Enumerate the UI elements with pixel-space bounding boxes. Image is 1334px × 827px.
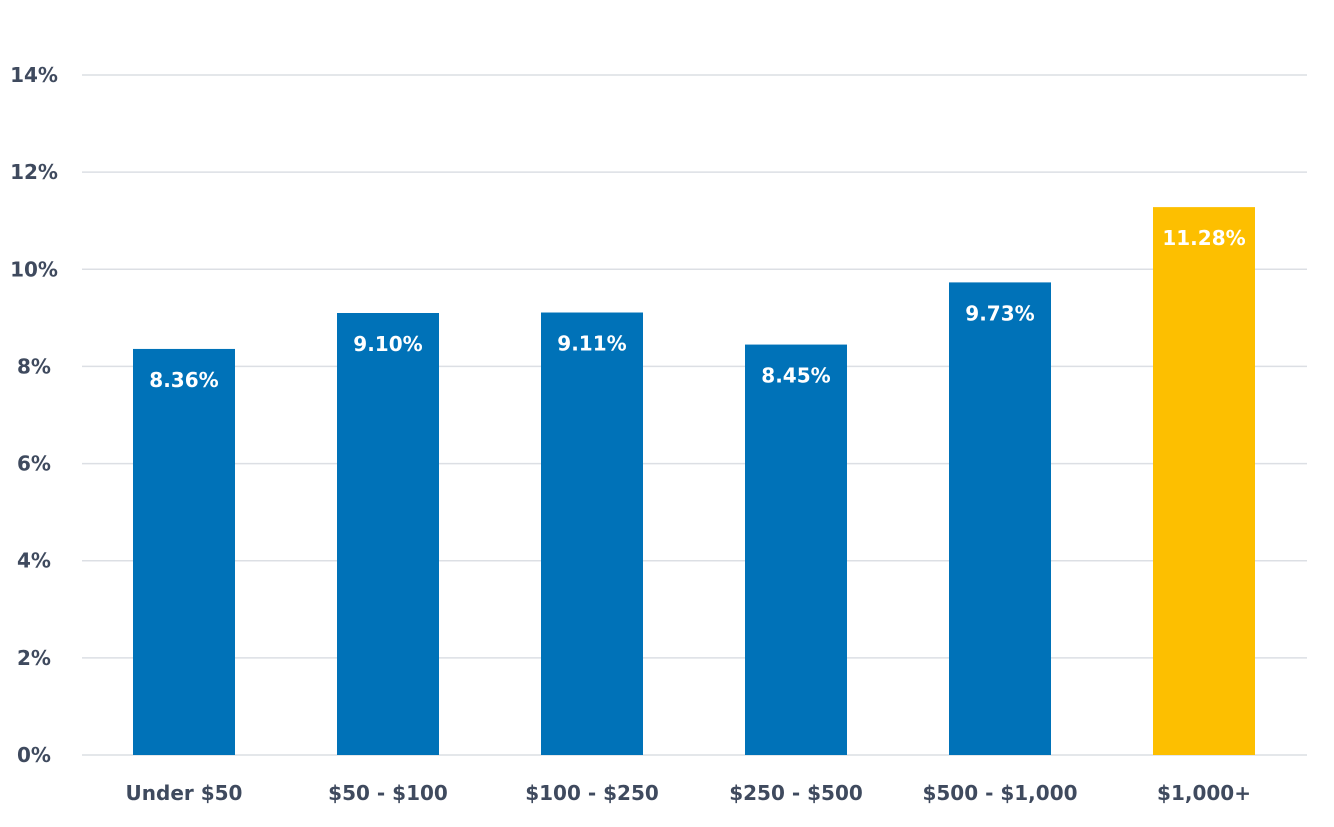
x-tick-label: $100 - $250 <box>525 781 659 805</box>
bars <box>133 207 1255 756</box>
x-axis-ticks: Under $50 $50 - $100 $100 - $250 $250 - $50… <box>126 781 1251 805</box>
bar <box>541 312 643 755</box>
y-tick-label: 2% <box>17 646 51 670</box>
bar <box>949 282 1051 755</box>
data-label: 8.45% <box>761 364 830 388</box>
bar <box>337 313 439 755</box>
y-tick-label: 8% <box>17 354 51 378</box>
y-axis-ticks: 0% 2% 4% 6% 8% 10% 12% 14% <box>10 63 58 767</box>
y-tick-label: 4% <box>17 549 51 573</box>
bar <box>1153 207 1255 756</box>
bar <box>745 344 847 755</box>
x-tick-label: $1,000+ <box>1157 781 1251 805</box>
bar <box>133 348 235 755</box>
data-labels: 8.36% 9.10% 9.11% 8.45% 9.73% 11.28% <box>149 226 1245 392</box>
y-tick-label: 0% <box>17 743 51 767</box>
data-label: 9.11% <box>557 332 626 356</box>
x-tick-label: $500 - $1,000 <box>922 781 1077 805</box>
y-tick-label: 14% <box>10 63 58 87</box>
x-tick-label: Under $50 <box>126 781 243 805</box>
y-tick-label: 12% <box>10 160 58 184</box>
y-tick-label: 10% <box>10 257 58 281</box>
data-label: 11.28% <box>1162 226 1245 250</box>
data-label: 9.10% <box>353 332 422 356</box>
data-label: 8.36% <box>149 368 218 392</box>
data-label: 9.73% <box>965 301 1034 325</box>
gridlines <box>82 74 1307 756</box>
y-tick-label: 6% <box>17 452 51 476</box>
x-tick-label: $250 - $500 <box>729 781 863 805</box>
x-tick-label: $50 - $100 <box>328 781 448 805</box>
